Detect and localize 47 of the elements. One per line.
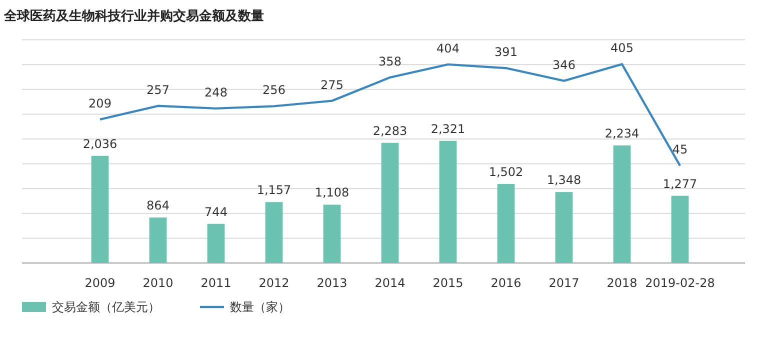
bar — [555, 192, 573, 263]
x-tick-label: 2017 — [548, 276, 580, 290]
bar — [207, 224, 225, 263]
data-label: 2,234 — [604, 126, 640, 140]
x-tick-label: 2009 — [84, 276, 116, 290]
data-label: 1,348 — [546, 173, 582, 188]
x-tick-label: 2018 — [606, 276, 638, 290]
bar — [671, 196, 689, 263]
chart-title: 全球医药及生物科技行业并购交易金额及数量 — [3, 8, 264, 24]
data-label: 257 — [146, 82, 170, 97]
legend-label: 交易金额（亿美元） — [52, 300, 160, 314]
bar — [613, 145, 631, 263]
data-label: 2,036 — [82, 136, 118, 151]
x-tick-label: 2010 — [142, 276, 174, 290]
data-label: 358 — [378, 54, 402, 68]
data-label: 1,277 — [662, 176, 698, 191]
x-tick-label: 2011 — [200, 276, 232, 290]
data-label: 864 — [146, 198, 170, 213]
x-tick-label: 2012 — [258, 276, 290, 290]
data-label: 1,108 — [314, 186, 350, 200]
bar — [91, 156, 109, 263]
bar — [381, 142, 399, 263]
x-tick-label: 2015 — [432, 276, 464, 290]
data-label: 256 — [262, 83, 286, 98]
data-label: 2,321 — [430, 122, 466, 136]
bar — [265, 202, 283, 263]
data-label: 744 — [204, 204, 228, 219]
legend-label: 数量（家） — [230, 300, 290, 314]
x-tick-label: 2014 — [374, 276, 406, 290]
data-label: 45 — [672, 142, 688, 157]
data-label: 1,502 — [488, 164, 524, 179]
data-label: 391 — [494, 45, 518, 60]
data-label: 405 — [610, 41, 634, 56]
bar — [497, 184, 515, 263]
x-tick-label: 2013 — [316, 276, 348, 290]
data-label: 404 — [436, 41, 460, 56]
data-label: 1,157 — [256, 183, 292, 198]
bar — [149, 218, 167, 263]
data-label: 346 — [552, 58, 576, 72]
data-label: 209 — [88, 96, 112, 110]
data-label: 2,283 — [372, 124, 408, 138]
bar — [323, 204, 341, 263]
data-label: 248 — [204, 85, 228, 100]
bar — [439, 140, 457, 263]
data-label: 275 — [320, 78, 344, 92]
x-tick-label: 2019-02-28 — [645, 276, 715, 290]
x-tick-label: 2016 — [490, 276, 522, 290]
